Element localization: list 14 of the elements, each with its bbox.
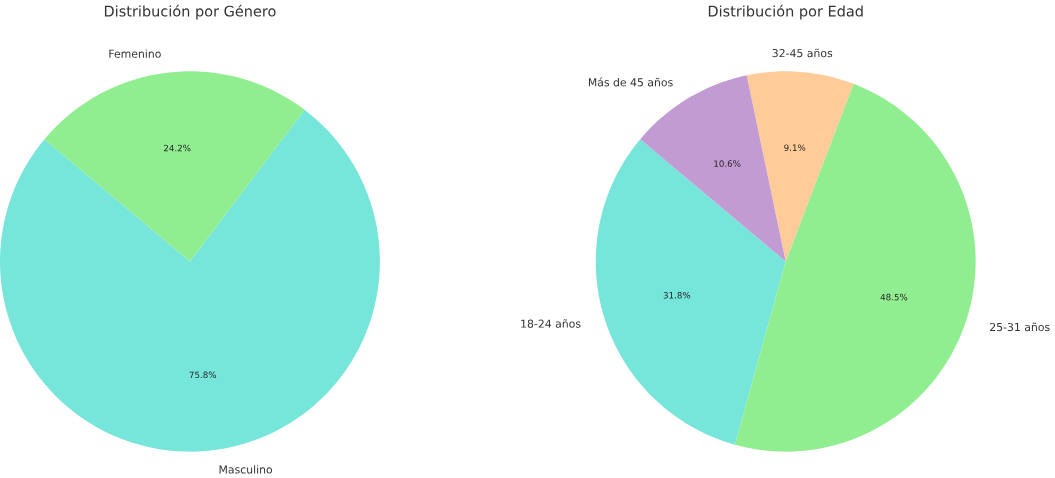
chart-title: Distribución por Género [104,4,276,20]
slice-label: Femenino [109,49,161,58]
slice-label: 32-45 años [772,48,833,58]
chart-title: Distribución por Edad [708,4,863,20]
data-label: 31.8% [663,291,691,299]
slice-label: Más de 45 años [588,77,673,87]
slice-label: 25-31 años [990,322,1050,331]
data-label: 75.8% [189,371,217,378]
data-label: 10.6% [714,160,741,167]
data-label: 9.1% [784,144,806,151]
slice-label: Masculino [219,464,273,474]
slice-label: 18-24 años [521,318,581,328]
data-label: 24.2% [163,144,191,152]
data-label: 48.5% [880,293,908,301]
